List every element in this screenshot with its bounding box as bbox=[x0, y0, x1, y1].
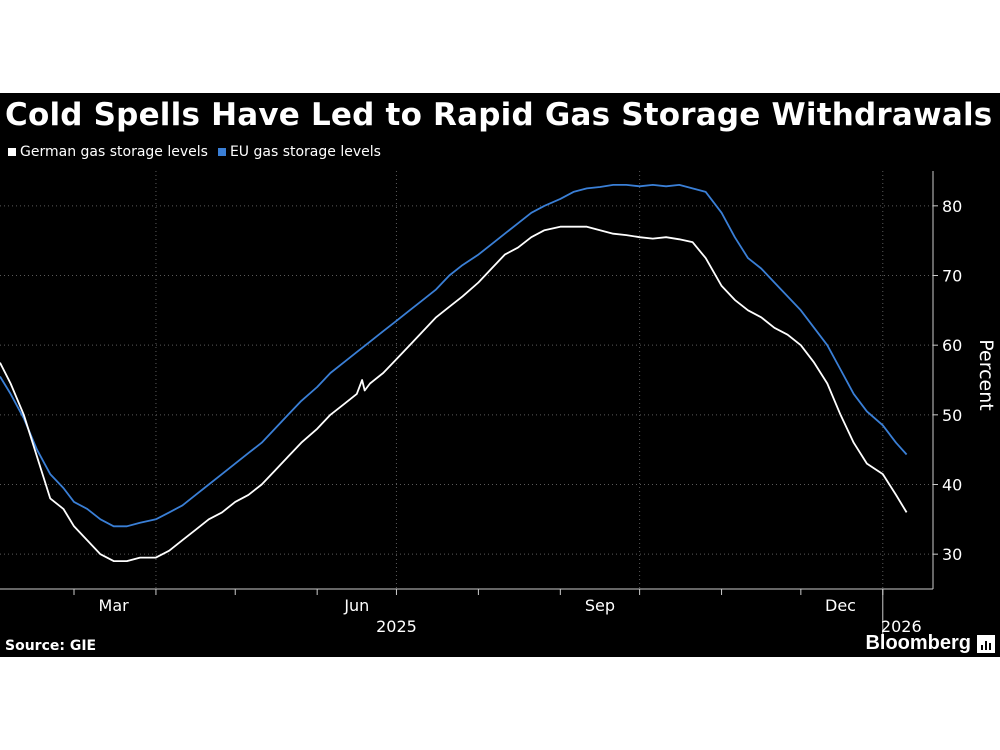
bloomberg-brand: Bloomberg bbox=[865, 632, 995, 655]
legend-swatch-eu bbox=[217, 148, 226, 156]
x-tick-label: Sep bbox=[585, 596, 615, 615]
line-chart: 30 40 50 60 70 80 Percent Mar Jun Sep Dec 2025 2026 bbox=[0, 171, 997, 637]
y-tick-label: 70 bbox=[942, 267, 962, 286]
x-year-label: 2026 bbox=[881, 617, 922, 636]
source-note: Source: GIE bbox=[5, 638, 97, 654]
chart-title: Cold Spells Have Led to Rapid Gas Storag… bbox=[5, 97, 993, 133]
y-tick-label: 50 bbox=[942, 406, 962, 425]
bloomberg-logo-icon bbox=[977, 634, 995, 653]
legend-item-eu: EU gas storage levels bbox=[217, 144, 381, 160]
x-year-label: 2025 bbox=[376, 617, 417, 636]
y-tick-label: 80 bbox=[942, 197, 962, 216]
x-tick-label: Jun bbox=[343, 596, 369, 615]
x-tick-label: Mar bbox=[99, 596, 130, 615]
legend-label-german: German gas storage levels bbox=[20, 144, 208, 160]
y-tick-label: 40 bbox=[942, 476, 962, 495]
y-tick-label: 60 bbox=[942, 336, 962, 355]
legend-swatch-german bbox=[8, 148, 16, 156]
legend-label-eu: EU gas storage levels bbox=[229, 144, 381, 160]
brand-name: Bloomberg bbox=[865, 632, 971, 654]
y-axis-label: Percent bbox=[975, 339, 997, 411]
x-tick-label: Dec bbox=[825, 596, 856, 615]
y-tick-label: 30 bbox=[942, 545, 962, 564]
legend-item-german: German gas storage levels bbox=[8, 144, 208, 160]
eu-storage-line bbox=[0, 184, 908, 528]
chart-panel: Cold Spells Have Led to Rapid Gas Storag… bbox=[0, 93, 1000, 657]
german-storage-line bbox=[0, 225, 908, 562]
legend: German gas storage levels EU gas storage… bbox=[8, 144, 381, 160]
